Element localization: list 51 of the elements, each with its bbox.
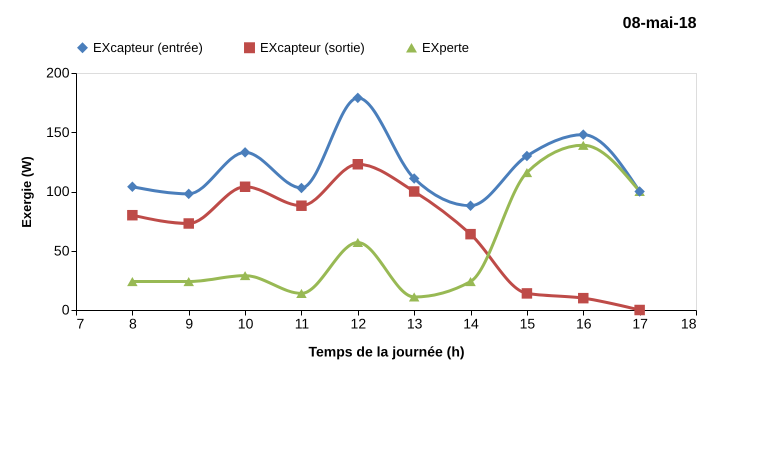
x-tick-label: 17 (632, 316, 648, 332)
legend-label: EXcapteur (entrée) (93, 40, 203, 55)
point (352, 92, 364, 104)
x-tick-label: 16 (576, 316, 592, 332)
y-tick-label: 200 (46, 64, 70, 80)
x-tick-label: 7 (76, 316, 84, 332)
point (465, 200, 476, 211)
chart-title: 08-mai-18 (622, 15, 697, 32)
x-axis-title: Temps de la journée (h) (308, 344, 465, 360)
point (240, 182, 250, 192)
point (127, 277, 138, 286)
point (408, 292, 420, 302)
x-tick-label: 13 (406, 316, 423, 332)
point (183, 277, 194, 286)
y-tick-label: 50 (54, 242, 70, 258)
point (408, 173, 420, 184)
point (127, 182, 138, 192)
y-tick-label: 100 (46, 183, 70, 199)
point (578, 292, 589, 304)
legend-label: EXcapteur (sortie) (260, 40, 365, 55)
point (578, 140, 589, 150)
x-tick-label: 10 (238, 316, 254, 332)
point (634, 304, 645, 316)
point (240, 271, 250, 280)
point (296, 200, 307, 211)
point (127, 210, 138, 220)
point (465, 277, 476, 286)
y-tick-label: 0 (62, 302, 70, 318)
x-tick-label: 9 (185, 316, 194, 332)
point (408, 186, 420, 197)
point (296, 182, 307, 194)
y-tick-label: 150 (46, 124, 70, 140)
point (352, 238, 364, 247)
point (183, 218, 194, 229)
x-tick-label: 15 (520, 316, 536, 332)
y-axis-title: Exergie (W) (19, 156, 34, 228)
x-tick-label: 14 (463, 316, 480, 332)
x-tick-label: 11 (294, 316, 310, 332)
x-tick-label: 18 (680, 316, 697, 332)
x-tick-label: 8 (128, 316, 137, 332)
x-tick-label: 12 (350, 316, 366, 332)
point (183, 188, 194, 200)
point (352, 159, 364, 170)
point (522, 150, 532, 162)
point (578, 129, 589, 140)
point (522, 168, 532, 178)
point (465, 228, 476, 240)
point (240, 147, 250, 158)
point (296, 288, 307, 298)
legend-label: EXperte (422, 40, 469, 55)
point (522, 288, 532, 299)
